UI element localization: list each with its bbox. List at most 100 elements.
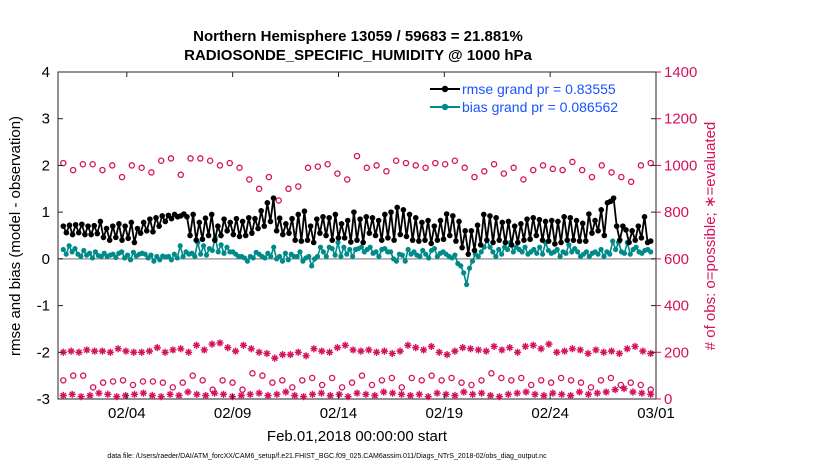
data-file-footnote: data file: /Users/raeder/DAI/ATM_forcXX/… (107, 453, 547, 460)
obs-possible-marker (239, 386, 246, 393)
bias-point (329, 245, 335, 252)
rmse-point (236, 233, 243, 240)
obs-evaluated-marker (208, 340, 216, 348)
rmse-point (437, 217, 444, 224)
obs-possible-marker (285, 185, 292, 193)
rmse-point (267, 218, 274, 225)
obs-possible-marker (139, 378, 147, 385)
obs-possible-marker (490, 161, 498, 168)
obs-possible-marker (461, 164, 468, 172)
obs-evaluated-marker (412, 344, 420, 352)
chart-title-line1: Northern Hemisphere 13059 / 59683 = 21.8… (193, 28, 523, 45)
rmse-point (496, 237, 503, 243)
rmse-point (196, 219, 203, 226)
y-right-tick-label: 1200 (664, 111, 697, 128)
x-tick-label: 02/04 (108, 405, 146, 422)
obs-evaluated-marker (255, 348, 263, 356)
obs-possible-marker (343, 176, 351, 183)
bias-point (271, 244, 277, 250)
rmse-point (524, 216, 530, 222)
rmse-point (314, 216, 320, 222)
bias-point (306, 253, 312, 260)
obs-possible-marker (149, 378, 157, 385)
obs-possible-marker (488, 370, 495, 377)
obs-evaluated-marker (75, 348, 83, 356)
rmse-point (304, 237, 311, 243)
bias-point (373, 249, 379, 255)
obs-possible-marker (608, 169, 615, 176)
obs-evaluated-marker (353, 389, 361, 397)
obs-evaluated-marker (522, 388, 530, 396)
rmse-point (428, 240, 434, 247)
obs-evaluated-marker (157, 393, 165, 401)
obs-possible-marker (388, 374, 396, 382)
obs-possible-marker (89, 161, 96, 168)
obs-evaluated-marker (592, 346, 600, 354)
y-right-tick-label: 800 (664, 204, 689, 221)
bias-point (598, 246, 604, 253)
rmse-point (477, 242, 484, 248)
obs-possible-marker (559, 166, 566, 174)
y-left-tick-label: -3 (37, 391, 50, 408)
bias-point (478, 249, 484, 255)
rmse-point (252, 215, 258, 222)
obs-evaluated-marker (247, 345, 255, 353)
rmse-point (85, 223, 91, 229)
obs-possible-marker (89, 384, 97, 391)
bias-point (279, 258, 286, 264)
rmse-point (521, 237, 527, 243)
obs-evaluated-marker (59, 348, 67, 356)
bias-point (177, 243, 183, 249)
bias-point (148, 252, 154, 258)
obs-evaluated-marker (396, 347, 404, 355)
bias-point (119, 249, 125, 255)
x-tick-label: 02/09 (214, 405, 252, 422)
rmse-point (589, 230, 595, 236)
obs-possible-marker (557, 374, 565, 382)
rmse-point (548, 217, 555, 224)
x-tick-label: 02/24 (531, 405, 569, 422)
obs-evaluated-marker (263, 349, 271, 358)
obs-evaluated-marker (145, 347, 154, 355)
rmse-point (245, 214, 252, 221)
rmse-point (397, 231, 404, 238)
rmse-point (484, 237, 490, 243)
y-axis-left-label: rmse and bias (model - observation) (7, 116, 24, 356)
rmse-point (242, 232, 249, 239)
obs-evaluated-marker (600, 348, 608, 356)
rmse-point (147, 216, 153, 222)
rmse-point (601, 232, 608, 239)
rmse-point (579, 220, 586, 227)
obs-evaluated-marker (469, 390, 477, 398)
obs-evaluated-marker (459, 344, 467, 352)
bias-point (282, 250, 288, 256)
rmse-point (137, 230, 144, 236)
bias-point (66, 243, 72, 249)
obs-evaluated-marker (210, 389, 219, 397)
rmse-point (586, 211, 592, 217)
bias-point (393, 258, 400, 264)
y-left-tick-label: -1 (37, 298, 50, 315)
obs-possible-marker (226, 159, 233, 167)
rmse-point (598, 207, 605, 213)
bias-point (314, 253, 321, 260)
obs-evaluated-marker (631, 342, 639, 351)
rmse-point (82, 231, 88, 238)
obs-evaluated-marker (153, 344, 161, 352)
obs-possible-marker (179, 379, 187, 386)
bias-point (376, 253, 382, 260)
obs-evaluated-marker (451, 391, 459, 400)
rmse-point (184, 214, 190, 220)
obs-evaluated-marker (545, 340, 553, 348)
obs-evaluated-marker (442, 390, 450, 398)
rmse-point (162, 218, 169, 225)
bias-point (621, 250, 628, 256)
obs-possible-marker (255, 185, 263, 193)
bias-point (127, 257, 134, 263)
rmse-point (632, 237, 639, 243)
obs-possible-marker (159, 379, 167, 386)
rmse-point (570, 237, 577, 243)
rmse-point (592, 217, 598, 224)
obs-evaluated-marker (506, 344, 514, 352)
rmse-point (270, 195, 277, 201)
